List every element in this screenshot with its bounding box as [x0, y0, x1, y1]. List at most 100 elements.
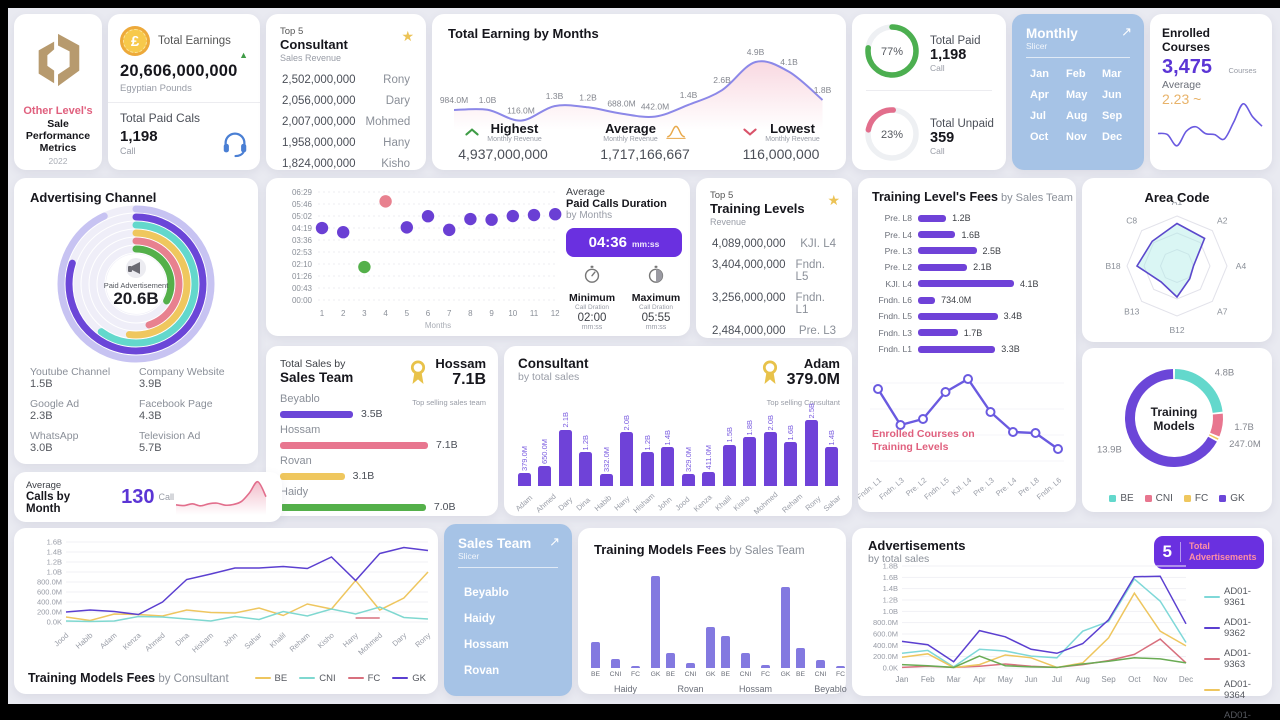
consultant-x-labels: Adam Ahmed Dary Dina Habib Hany Hisham John Jood… [514, 488, 843, 516]
svg-text:0.0K: 0.0K [47, 618, 62, 627]
bar [579, 452, 593, 486]
medal-icon [411, 359, 426, 384]
bell-curve-icon [666, 125, 686, 139]
slicer-month-apr[interactable]: Apr [1030, 89, 1049, 101]
brand-year: 2022 [48, 156, 68, 167]
unpaid-unit: Call [930, 145, 945, 156]
slicer-month-sep[interactable]: Sep [1102, 110, 1123, 122]
slicer-team-rovan[interactable]: Rovan [464, 665, 500, 677]
slicer-team-hossam[interactable]: Hossam [464, 639, 509, 651]
ads-svg: 1.8B 1.6B 1.4B 1.2B 1.0B 800.0M 600.0M 400.0M 20… [873, 562, 1193, 685]
expand-icon[interactable]: ↗ [1121, 24, 1132, 39]
top5-consultant-card: Top 5 ★ Consultant Sales Revenue 2,502,0… [266, 14, 426, 170]
enrolled-courses-unit: Courses [1228, 66, 1257, 75]
legend-item: AD01-9364 [1204, 679, 1272, 701]
expand-icon[interactable]: ↗ [549, 534, 560, 549]
row-name: Dary [385, 94, 410, 107]
svg-text:Apr: Apr [973, 675, 986, 684]
slicer-month-mar[interactable]: Mar [1102, 68, 1122, 80]
bar [631, 666, 640, 668]
column-value: 329.0M [683, 446, 693, 472]
consultant-column-chart: 379.0M 650.0M 2.1B 1.2B 332.0M 2.0B 1.2B 1.4B 32… [514, 386, 842, 486]
svg-text:Jun: Jun [1025, 675, 1038, 684]
group-name: Haidy [613, 684, 637, 694]
legend-item: AD01-9361 [1204, 586, 1272, 608]
slicer-month-jan[interactable]: Jan [1030, 68, 1049, 80]
top5-row: 2,502,000,000 Rony [266, 69, 426, 90]
paid-label: Total Paid [930, 34, 981, 47]
svg-text:400.0M: 400.0M [873, 641, 898, 650]
bar-label: GK [705, 671, 716, 678]
svg-text:Mar: Mar [947, 675, 961, 684]
badge-unit: mm:ss [631, 239, 660, 249]
slicer-month-aug[interactable]: Aug [1066, 110, 1088, 122]
top5-consultant-title: Consultant [280, 37, 348, 52]
stat-value: 4,937,000,000 [458, 146, 548, 162]
group-name: Rovan [677, 684, 704, 694]
svg-text:688.0M: 688.0M [607, 99, 635, 109]
training-fee-row: KJI. L4 4.1B [858, 276, 1076, 292]
row-value: 3,256,000,000 [712, 291, 786, 304]
total-paid-calls-label: Total Paid Cals [120, 111, 201, 125]
monthly-slicer-subtitle: Slicer [1026, 41, 1048, 51]
consultant-column: 2.1B [555, 412, 576, 486]
legend-swatch [1204, 689, 1220, 691]
slicer-team-beyablo[interactable]: Beyablo [464, 587, 509, 599]
paid-gauge-ring: 77% [864, 23, 920, 84]
brand-title: Sale Performance Metrics [25, 118, 91, 155]
svg-text:May: May [998, 675, 1013, 684]
chevron-up-icon [465, 128, 479, 136]
svg-text:Hisham: Hisham [190, 631, 215, 655]
svg-text:Aug: Aug [1076, 675, 1090, 684]
total-paid-gauge: 77% Total Paid 1,198 Call [852, 14, 1006, 84]
maximum-sub: Call Dration [639, 304, 673, 311]
svg-text:Fndn. L5: Fndn. L5 [922, 476, 950, 502]
avg-calls-title: Calls by Month [26, 490, 71, 515]
svg-text:Ahmed: Ahmed [143, 631, 167, 654]
row-value: 2,502,000,000 [282, 73, 356, 86]
svg-text:Dary: Dary [390, 631, 408, 648]
bar-label: Fndn. L1 [878, 344, 912, 355]
slicer-month-jun[interactable]: Jun [1102, 89, 1122, 101]
channel-value: 1.5B [30, 378, 53, 390]
row-value: 1,824,000,000 [282, 157, 356, 170]
monthly-slicer-options: Jan Feb Mar Apr May Jun Jul Aug Sep Oct Nov Dec [1012, 66, 1144, 145]
slicer-month-feb[interactable]: Feb [1066, 68, 1086, 80]
svg-text:Oct: Oct [1128, 675, 1141, 684]
training-fee-row: Pre. L8 1.2B [858, 210, 1076, 226]
slicer-month-nov[interactable]: Nov [1066, 131, 1087, 143]
svg-text:B12: B12 [1169, 325, 1184, 335]
scatter-point [464, 212, 477, 226]
panel-subtitle: by Months [566, 210, 613, 221]
bar [620, 432, 634, 486]
channel-value: 4.3B [139, 410, 162, 422]
training-models-card: 4.8B 1.7B 247.0M 13.9B Training Models BE CNI F… [1082, 348, 1272, 512]
legend-swatch [1204, 627, 1220, 629]
title-suffix: by Sales Team [726, 545, 805, 557]
top5-row: 4,089,000,000 KJI. L4 [696, 233, 852, 254]
svg-text:B18: B18 [1105, 261, 1120, 271]
column-value: 2.5B [806, 402, 816, 418]
sales-team-slicer-card: Sales Team Slicer ↗ Beyablo Haidy Hossam Ro… [444, 524, 572, 696]
avg-calls-card: Average Calls by Month 130 Call [14, 472, 282, 522]
average-revenue-stat: Average Monthly Revenue 1,717,166,667 [600, 121, 690, 162]
advertising-legend-item: Youtube Channel 1.5B [30, 366, 139, 390]
slicer-month-dec[interactable]: Dec [1102, 131, 1123, 143]
legend-item: BE [1109, 493, 1134, 504]
top-seller-name: Hossam [435, 356, 486, 371]
advertisements-legend: AD01-9361 AD01-9362 AD01-9363 AD01-9364 AD01… [1204, 586, 1272, 720]
bar [741, 653, 750, 668]
sales-team-bar-chart: Beyablo 3.5B Hossam 7.1B Rovan 3.1B Haidy 7.0B [266, 389, 498, 513]
slicer-team-haidy[interactable]: Haidy [464, 613, 496, 625]
slicer-month-oct[interactable]: Oct [1030, 131, 1049, 143]
slicer-month-jul[interactable]: Jul [1030, 110, 1046, 122]
minimum-sub: Call Dration [575, 304, 609, 311]
training-fee-row: Pre. L2 2.1B [858, 259, 1076, 275]
stopwatch-icon [648, 265, 664, 283]
minimum-duration: Minimum Call Dration 02:00 mm:ss [566, 265, 618, 331]
advertising-legend-item: WhatsApp 3.0B [30, 430, 139, 454]
slicer-month-may[interactable]: May [1066, 89, 1088, 101]
top5-row: 3,404,000,000 Fndn. L5 [696, 254, 852, 287]
team-slicer-options: Beyablo Haidy Hossam Rovan [444, 576, 572, 688]
